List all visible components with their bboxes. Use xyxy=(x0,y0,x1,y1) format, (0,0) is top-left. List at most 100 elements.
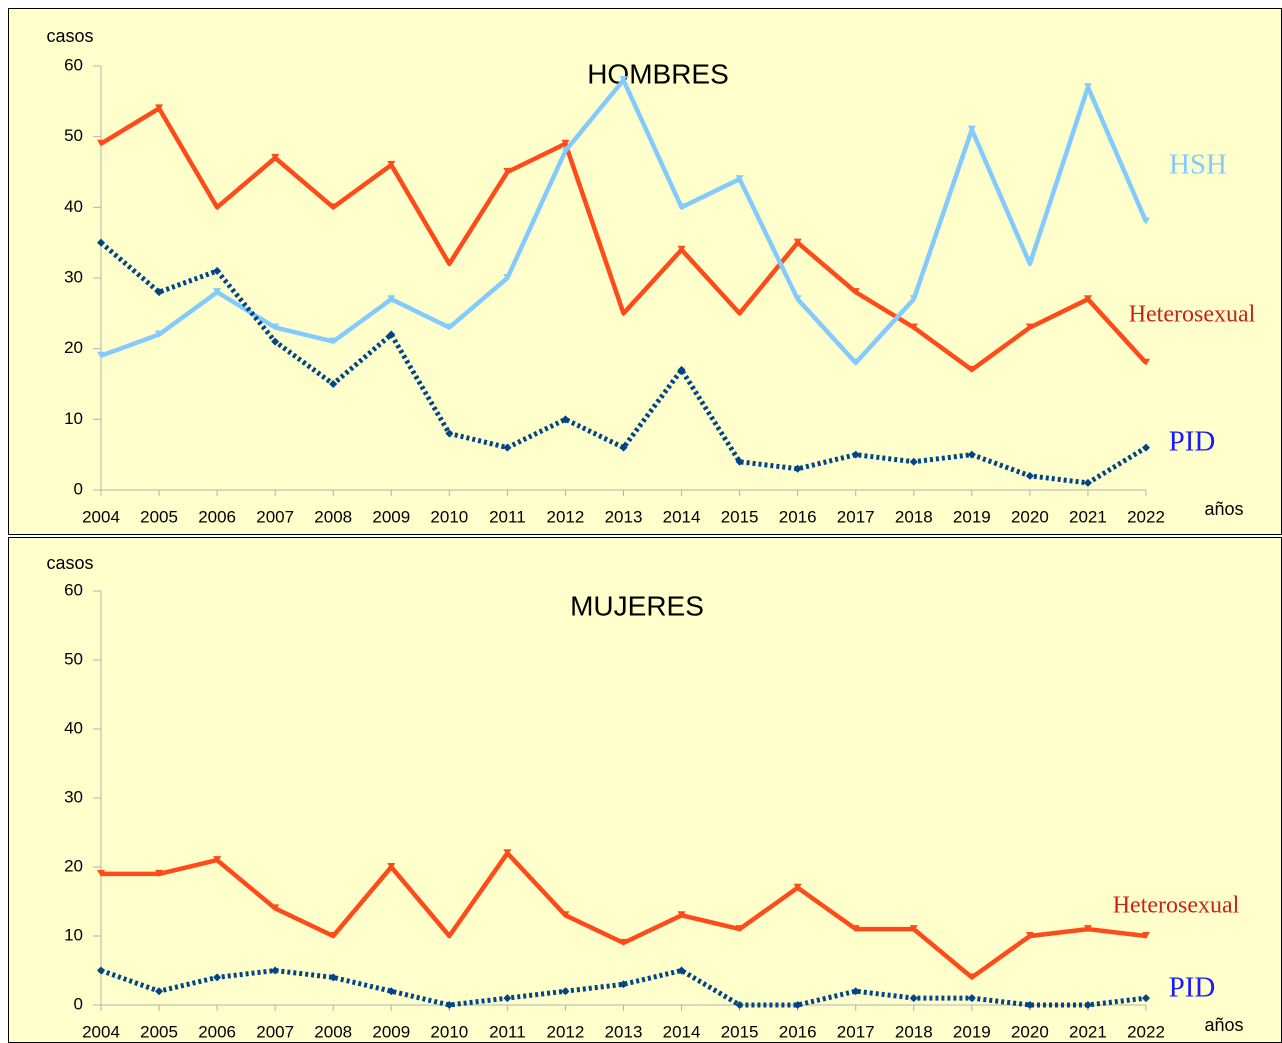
x-tick-label: 2021 xyxy=(1069,507,1107,526)
point-marker xyxy=(1142,443,1150,452)
point-marker xyxy=(155,869,164,877)
x-tick-label: 2005 xyxy=(140,507,178,526)
point-marker xyxy=(155,288,164,297)
x-tick-label: 2017 xyxy=(837,1022,875,1041)
point-marker xyxy=(909,323,918,331)
chart-title: HOMBRES xyxy=(587,58,729,89)
point-marker xyxy=(1083,295,1092,303)
x-tick-label: 2012 xyxy=(547,1022,585,1041)
x-tick-label: 2005 xyxy=(140,1022,178,1041)
point-marker xyxy=(1025,932,1034,939)
point-marker xyxy=(1083,1001,1092,1009)
x-tick-label: 2008 xyxy=(314,507,352,526)
point-marker xyxy=(1025,1001,1034,1009)
x-tick-label: 2011 xyxy=(489,1022,526,1041)
y-tick-label: 0 xyxy=(74,479,83,498)
point-marker xyxy=(97,869,105,877)
point-marker xyxy=(735,309,744,317)
point-marker xyxy=(619,309,628,317)
y-axis-label: casos xyxy=(46,553,93,573)
x-tick-label: 2006 xyxy=(198,507,236,526)
point-marker xyxy=(387,863,396,870)
point-marker xyxy=(967,365,976,373)
x-tick-label: 2009 xyxy=(372,1022,410,1041)
point-marker xyxy=(503,168,512,175)
point-marker xyxy=(1025,471,1034,480)
point-marker xyxy=(271,323,280,331)
point-marker xyxy=(561,146,570,154)
x-tick-label: 2009 xyxy=(372,507,410,526)
point-marker xyxy=(619,443,628,452)
y-tick-label: 40 xyxy=(64,718,83,737)
point-marker xyxy=(619,938,628,946)
y-tick-label: 0 xyxy=(74,994,83,1013)
point-marker xyxy=(329,380,338,388)
point-marker xyxy=(967,450,976,459)
point-marker xyxy=(503,443,512,452)
point-marker xyxy=(967,125,976,133)
point-marker xyxy=(851,288,860,296)
series-label: Heterosexual xyxy=(1129,302,1256,328)
series-label: HSH xyxy=(1169,149,1227,181)
x-axis-label: años xyxy=(1204,1015,1243,1035)
point-marker xyxy=(561,987,570,996)
point-marker xyxy=(445,323,454,331)
point-marker xyxy=(271,966,280,975)
point-marker xyxy=(213,288,222,296)
y-tick-label: 10 xyxy=(64,409,83,428)
x-tick-label: 2010 xyxy=(430,507,468,526)
point-marker xyxy=(329,203,338,211)
point-marker xyxy=(1025,259,1034,267)
x-tick-label: 2018 xyxy=(895,1022,933,1041)
x-tick-label: 2017 xyxy=(837,507,875,526)
point-marker xyxy=(213,266,222,275)
point-marker xyxy=(97,966,105,975)
point-marker xyxy=(503,994,512,1003)
point-marker xyxy=(155,330,164,338)
x-tick-label: 2022 xyxy=(1127,507,1165,526)
x-tick-label: 2015 xyxy=(721,1022,759,1041)
point-marker xyxy=(329,337,338,345)
panel-background xyxy=(8,537,1282,1043)
series-label: PID xyxy=(1169,972,1216,1004)
point-marker xyxy=(1083,925,1092,933)
point-marker xyxy=(1142,217,1150,225)
x-tick-label: 2019 xyxy=(953,507,991,526)
point-marker xyxy=(155,987,164,996)
point-marker xyxy=(793,883,802,891)
point-marker xyxy=(677,245,686,253)
point-marker xyxy=(387,160,396,168)
x-tick-label: 2020 xyxy=(1011,507,1049,526)
y-tick-label: 60 xyxy=(64,580,83,599)
point-marker xyxy=(213,973,222,982)
point-marker xyxy=(561,911,570,919)
point-marker xyxy=(271,904,280,912)
y-tick-label: 60 xyxy=(64,55,83,74)
point-marker xyxy=(793,464,802,473)
y-tick-label: 40 xyxy=(64,197,83,216)
y-tick-label: 50 xyxy=(64,649,83,668)
x-tick-label: 2014 xyxy=(663,1022,701,1041)
point-marker xyxy=(561,415,570,424)
point-marker xyxy=(271,153,280,161)
point-marker xyxy=(793,295,802,303)
point-marker xyxy=(445,932,454,939)
y-tick-label: 30 xyxy=(64,267,83,286)
point-marker xyxy=(561,139,570,147)
point-marker xyxy=(387,330,396,339)
point-marker xyxy=(445,259,454,267)
point-marker xyxy=(329,932,338,939)
point-marker xyxy=(213,203,222,211)
x-tick-label: 2004 xyxy=(82,507,120,526)
point-marker xyxy=(329,973,338,982)
point-marker xyxy=(909,925,918,933)
point-marker xyxy=(387,295,396,303)
x-tick-label: 2004 xyxy=(82,1022,120,1041)
point-marker xyxy=(735,457,744,466)
x-axis-label: años xyxy=(1204,499,1243,519)
y-axis-label: casos xyxy=(46,26,93,46)
x-tick-label: 2010 xyxy=(430,1022,468,1041)
point-marker xyxy=(677,365,686,374)
x-tick-label: 2008 xyxy=(314,1022,352,1041)
x-tick-label: 2016 xyxy=(779,1022,817,1041)
